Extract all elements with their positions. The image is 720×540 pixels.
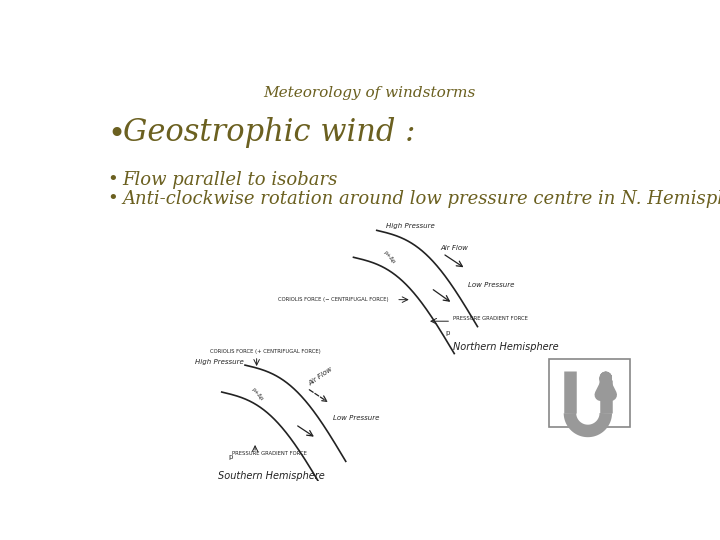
Bar bbox=[549, 359, 630, 427]
Text: Low Pressure: Low Pressure bbox=[333, 415, 379, 421]
Text: •: • bbox=[107, 120, 125, 151]
Text: Southern Hemisphere: Southern Hemisphere bbox=[218, 470, 325, 481]
Text: Flow parallel to isobars: Flow parallel to isobars bbox=[122, 171, 338, 189]
Text: p: p bbox=[228, 455, 233, 461]
Text: Low Pressure: Low Pressure bbox=[468, 282, 515, 288]
Text: CORIOLIS FORCE (− CENTRIFUGAL FORCE): CORIOLIS FORCE (− CENTRIFUGAL FORCE) bbox=[277, 297, 388, 302]
Text: PRESSURE GRADIENT FORCE: PRESSURE GRADIENT FORCE bbox=[453, 316, 528, 321]
Text: p: p bbox=[445, 330, 449, 336]
Text: Air Flow: Air Flow bbox=[308, 366, 334, 387]
Text: p+Δp: p+Δp bbox=[251, 387, 264, 402]
Text: Northern Hemisphere: Northern Hemisphere bbox=[453, 342, 558, 352]
Text: •: • bbox=[107, 190, 118, 208]
Text: High Pressure: High Pressure bbox=[194, 359, 243, 365]
Text: Anti-clockwise rotation around low pressure centre in N. Hemisphere: Anti-clockwise rotation around low press… bbox=[122, 190, 720, 208]
Text: High Pressure: High Pressure bbox=[386, 223, 435, 229]
Text: Air Flow: Air Flow bbox=[441, 245, 468, 251]
Text: CORIOLIS FORCE (+ CENTRIFUGAL FORCE): CORIOLIS FORCE (+ CENTRIFUGAL FORCE) bbox=[210, 348, 321, 354]
Text: p+Δp: p+Δp bbox=[382, 250, 396, 265]
Text: PRESSURE GRADIENT FORCE: PRESSURE GRADIENT FORCE bbox=[232, 451, 307, 456]
Text: •: • bbox=[107, 171, 118, 189]
Text: Geostrophic wind :: Geostrophic wind : bbox=[122, 117, 415, 148]
Text: Meteorology of windstorms: Meteorology of windstorms bbox=[263, 86, 475, 100]
